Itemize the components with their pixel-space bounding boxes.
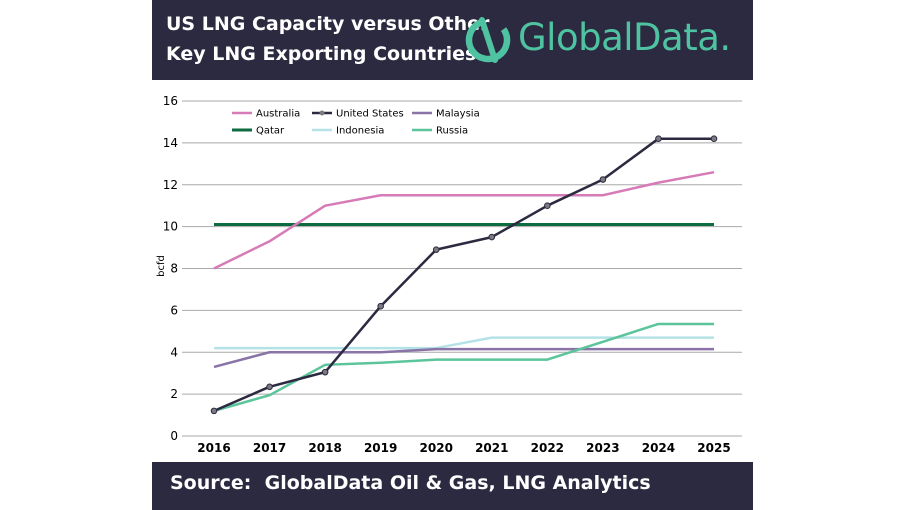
legend-marker-united_states — [319, 110, 325, 116]
legend-label-australia: Australia — [256, 109, 300, 120]
x-tick-label: 2023 — [586, 441, 619, 455]
y-tick-label: 6 — [170, 303, 178, 317]
x-tick-label: 2022 — [531, 441, 564, 455]
data-point-united_states — [377, 302, 384, 310]
series-malaysia — [213, 347, 714, 369]
legend-label-qatar: Qatar — [256, 126, 285, 137]
y-tick-label: 16 — [163, 94, 178, 108]
y-tick-label: 14 — [163, 136, 178, 150]
legend-item-qatar: Qatar — [232, 126, 285, 137]
legend-item-indonesia: Indonesia — [312, 126, 384, 137]
chart-footer: Source: GlobalData Oil & Gas, LNG Analyt… — [152, 462, 753, 510]
x-tick-label: 2020 — [420, 441, 453, 455]
y-tick-label: 4 — [170, 345, 178, 359]
series-line-australia — [213, 170, 715, 270]
data-point-united_states — [432, 246, 440, 253]
series-line-malaysia — [213, 347, 714, 369]
series-australia — [213, 170, 715, 270]
x-tick-label: 2016 — [197, 441, 230, 455]
y-axis-ticks: 0 2 4 6 8 10 12 14 16 — [163, 94, 178, 443]
legend-item-malaysia: Malaysia — [412, 109, 480, 120]
grid-lines — [182, 100, 742, 437]
y-tick-label: 10 — [163, 220, 178, 234]
y-tick-label: 8 — [170, 262, 178, 276]
legend-label-indonesia: Indonesia — [336, 126, 384, 137]
data-point-united_states — [544, 202, 551, 209]
chart-title: US LNG Capacity versus Other Key LNG Exp… — [166, 9, 489, 69]
legend-item-australia: Australia — [232, 109, 300, 120]
legend-item-united_states: United States — [312, 109, 404, 120]
x-tick-label: 2025 — [697, 441, 730, 455]
y-tick-label: 2 — [170, 387, 178, 401]
x-tick-label: 2024 — [642, 441, 675, 455]
data-point-united_states — [266, 383, 273, 391]
x-tick-label: 2021 — [475, 441, 508, 455]
legend: Australia United States Malaysia Qatar Indon… — [232, 109, 480, 137]
globaldata-logo: GlobalData. — [462, 12, 747, 68]
y-tick-label: 0 — [170, 429, 178, 443]
data-point-united_states — [655, 135, 662, 142]
y-axis-label: bcfd — [156, 255, 167, 277]
source-note: Source: GlobalData Oil & Gas, LNG Analyt… — [170, 472, 651, 494]
legend-label-russia: Russia — [436, 126, 468, 137]
series-united_states — [210, 135, 718, 415]
x-tick-label: 2019 — [364, 441, 397, 455]
data-point-united_states — [599, 176, 607, 183]
y-tick-label: 12 — [163, 178, 178, 192]
x-axis-ticks: 2016 2017 2018 2019 2020 2021 2022 2023 2024 2025 — [197, 441, 730, 455]
legend-label-malaysia: Malaysia — [436, 109, 480, 120]
data-point-united_states — [710, 135, 718, 142]
chart-title-line-1: US LNG Capacity versus Other — [166, 13, 490, 35]
data-point-united_states — [488, 233, 496, 241]
series-lines — [210, 135, 718, 415]
series-line-indonesia — [214, 336, 714, 350]
series-indonesia — [214, 336, 714, 350]
chart-title-line-2: Key LNG Exporting Countries — [166, 43, 477, 65]
series-line-united_states — [213, 137, 714, 413]
data-point-united_states — [210, 407, 218, 415]
x-tick-label: 2018 — [308, 441, 341, 455]
data-point-united_states — [321, 368, 329, 376]
legend-item-russia: Russia — [412, 126, 468, 137]
x-tick-label: 2017 — [253, 441, 286, 455]
globaldata-logo-icon — [465, 17, 511, 63]
legend-label-united_states: United States — [336, 109, 404, 120]
chart-header: US LNG Capacity versus Other Key LNG Exp… — [152, 0, 753, 80]
globaldata-logo-text: GlobalData. — [518, 16, 731, 59]
